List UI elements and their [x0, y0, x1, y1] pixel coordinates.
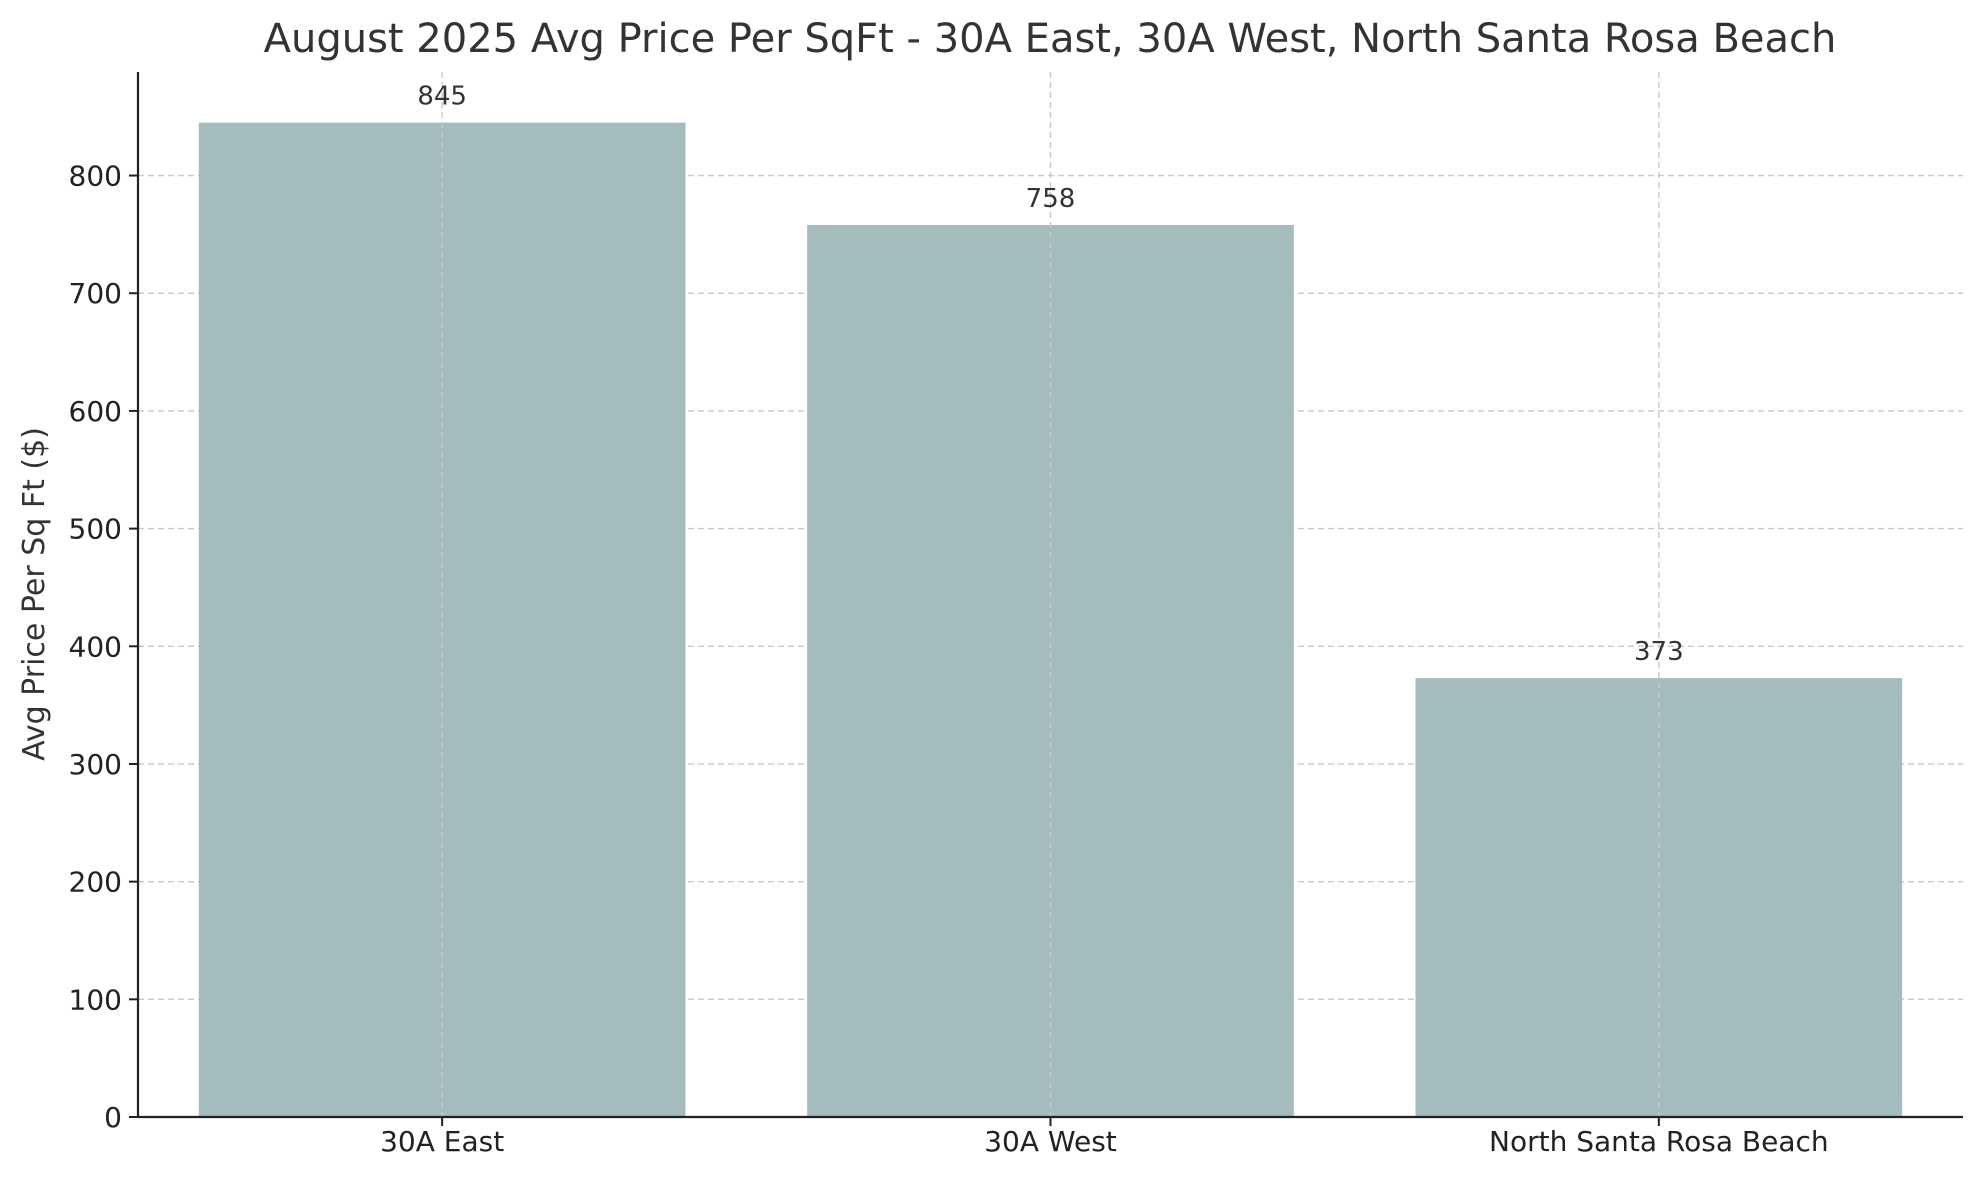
y-tick-label: 800 — [69, 160, 122, 193]
y-tick-label: 100 — [69, 983, 122, 1016]
x-tick-label: 30A East — [380, 1125, 504, 1158]
y-tick-label: 700 — [69, 277, 122, 310]
data-labels: 845 758 373 — [417, 82, 1683, 667]
y-tick-label: 600 — [69, 395, 122, 428]
chart-title: August 2025 Avg Price Per SqFt - 30A Eas… — [264, 16, 1837, 62]
y-tick-label: 200 — [69, 866, 122, 899]
axes: 0 100 200 300 400 500 600 700 800 30A East 30A Wes… — [69, 72, 1963, 1158]
data-label-1: 845 — [417, 82, 467, 112]
bar-1 — [198, 122, 686, 1117]
x-tick-label: North Santa Rosa Beach — [1489, 1125, 1829, 1158]
data-label-3: 373 — [1634, 637, 1684, 667]
y-tick-label: 0 — [104, 1101, 122, 1134]
data-label-2: 758 — [1026, 184, 1076, 214]
y-tick-label: 300 — [69, 748, 122, 781]
y-tick-label: 500 — [69, 513, 122, 546]
y-axis-label: Avg Price Per Sq Ft ($) — [17, 427, 52, 761]
y-tick-label: 400 — [69, 630, 122, 663]
x-tick-label: 30A West — [984, 1125, 1117, 1158]
bars — [198, 122, 1903, 1117]
